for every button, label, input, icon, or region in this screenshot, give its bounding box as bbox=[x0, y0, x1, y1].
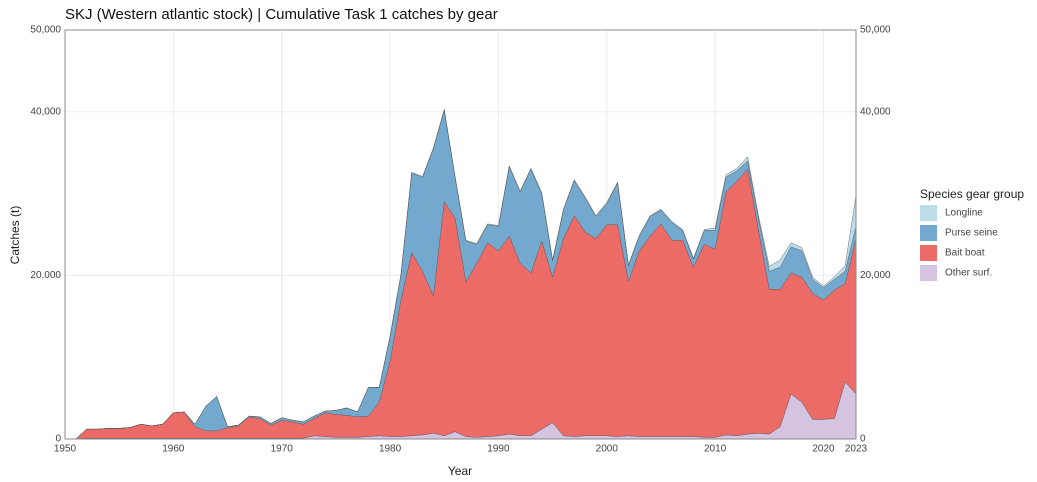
legend-swatch bbox=[920, 205, 937, 221]
x-tick-label: 1960 bbox=[162, 444, 185, 455]
legend-label: Bait boat bbox=[945, 248, 985, 259]
y-axis-label: Catches (t) bbox=[8, 206, 22, 265]
y-tick-label: 40,000 bbox=[30, 106, 61, 117]
x-tick-label: 1970 bbox=[271, 444, 294, 455]
legend-label: Other surf. bbox=[945, 268, 992, 279]
y2-tick-label: 40,000 bbox=[860, 106, 891, 117]
x-tick-label: 1990 bbox=[487, 444, 510, 455]
y-tick-label: 50,000 bbox=[30, 25, 61, 36]
legend-swatch bbox=[920, 245, 937, 261]
legend-swatch bbox=[920, 265, 937, 281]
plot-border bbox=[64, 29, 857, 440]
legend-label: Longline bbox=[945, 208, 983, 219]
y2-tick-label: 20,000 bbox=[860, 270, 891, 281]
y-tick-label: 20,000 bbox=[30, 270, 61, 281]
x-tick-label: 2023 bbox=[845, 444, 868, 455]
x-tick-label: 1980 bbox=[379, 444, 402, 455]
legend-swatch bbox=[920, 225, 937, 241]
x-tick-label: 1950 bbox=[54, 444, 77, 455]
x-tick-label: 2020 bbox=[812, 444, 835, 455]
y2-tick-label: 0 bbox=[860, 434, 866, 445]
legend-title: Species gear group bbox=[920, 187, 1024, 201]
legend-label: Purse seine bbox=[945, 228, 998, 239]
x-axis-label: Year bbox=[448, 464, 472, 478]
x-tick-label: 2000 bbox=[596, 444, 619, 455]
y2-tick-label: 50,000 bbox=[860, 25, 891, 36]
y-tick-label: 0 bbox=[55, 434, 61, 445]
chart-title: SKJ (Western atlantic stock) | Cumulativ… bbox=[65, 6, 498, 23]
x-tick-label: 2010 bbox=[704, 444, 727, 455]
